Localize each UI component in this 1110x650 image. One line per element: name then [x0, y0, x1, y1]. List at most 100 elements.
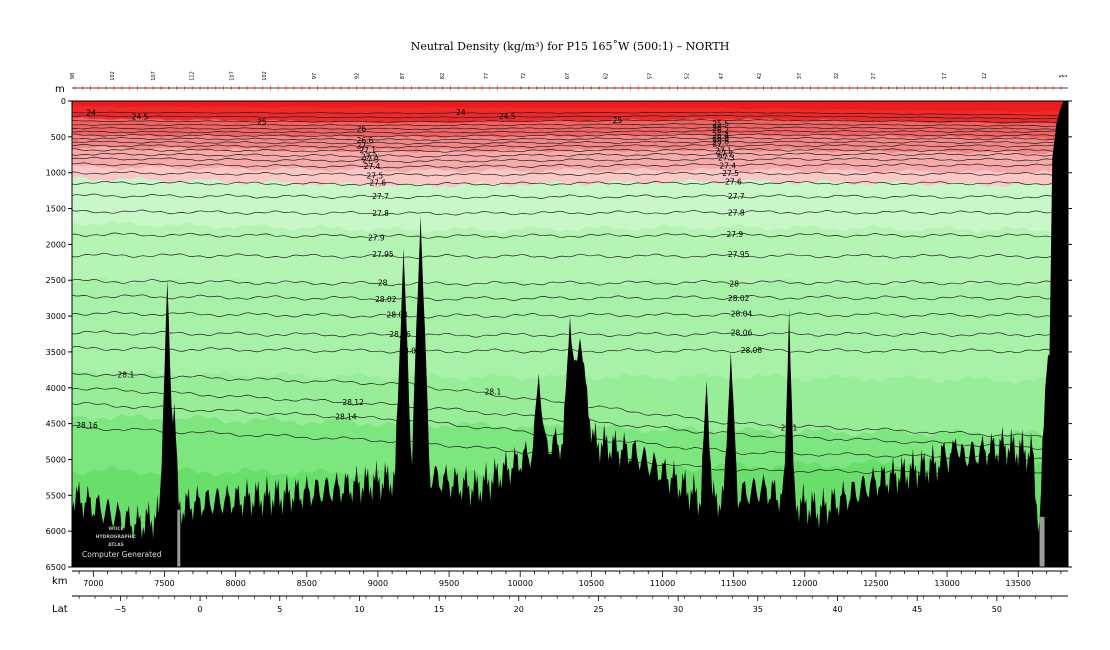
isopycnal-labels: 242424.524.5252525.5262626.226.426.626.6…	[76, 108, 797, 432]
x-tick-label: 11000	[650, 579, 675, 588]
contour-label: 27.9	[368, 233, 385, 242]
y-tick-label: 3500	[46, 348, 66, 357]
contour-label: 28	[378, 279, 388, 288]
seafloor-bathymetry	[72, 101, 1068, 567]
contour-line	[72, 252, 1068, 259]
station-label: 92	[355, 73, 361, 79]
x-tick-label: 12500	[863, 579, 888, 588]
station-label: 32	[834, 73, 840, 79]
x-tick-label: 7000	[83, 579, 103, 588]
contour-label: 25	[257, 117, 267, 126]
woce-watermark: WOCE HYDROGRAPHIC ATLAS Computer Generat…	[82, 526, 162, 559]
x-tick-label: 9500	[439, 579, 459, 588]
chart-title: Neutral Density (kg/m³) for P15 165˚W (5…	[410, 40, 730, 53]
contour-label: 27.5	[367, 171, 384, 180]
y-tick-label: 5500	[46, 491, 66, 500]
contour-label: 28.1	[485, 388, 502, 397]
y-tick-label: 500	[51, 133, 66, 142]
contour-label: 27.7	[372, 192, 389, 201]
contour-label: 27.95	[728, 250, 750, 259]
lat-tick-label: 15	[434, 605, 444, 614]
contour-label: 27.6	[369, 179, 386, 188]
station-label: 17	[942, 73, 948, 79]
lat-tick-label: 25	[593, 605, 603, 614]
contour-label: 24.5	[499, 112, 516, 121]
station-label: 107	[229, 71, 235, 81]
y-tick-label: 1500	[46, 205, 66, 214]
computer-generated-caption: Computer Generated	[82, 550, 162, 559]
station-label: 27	[871, 73, 877, 79]
lat-tick-label: 0	[198, 605, 203, 614]
contour-label: 27.1	[359, 146, 376, 155]
contour-line	[72, 193, 1068, 200]
contour-label: 28.14	[335, 413, 357, 422]
contour-label: 28.1	[118, 370, 135, 379]
y-tick-label: 2000	[46, 240, 66, 249]
lat-tick-label: 45	[912, 605, 922, 614]
contour-label: 28.06	[389, 330, 411, 339]
station-label: 72	[521, 73, 527, 79]
contour-label: 28.08	[399, 347, 421, 356]
station-label: 62	[604, 73, 610, 79]
contour-line	[72, 156, 1068, 163]
contour-label: 28.16	[76, 421, 98, 430]
x-tick-label: 13500	[1005, 579, 1030, 588]
contour-label: 24	[86, 108, 96, 117]
contour-label: 28.02	[728, 294, 750, 303]
station-label: 107	[151, 71, 157, 81]
contour-label: 27	[357, 142, 367, 151]
y-axis-label: m	[55, 84, 65, 95]
contour-label: 27.8	[728, 209, 745, 218]
lat-tick-label: 50	[992, 605, 1002, 614]
y-tick-label: 2500	[46, 276, 66, 285]
station-label: 12	[982, 73, 988, 79]
station-label: 97	[312, 73, 318, 79]
contour-label: 26.4	[712, 131, 729, 140]
contour-line	[72, 171, 1068, 177]
contour-label: 28.12	[342, 398, 364, 407]
contour-label: 24.5	[132, 112, 149, 121]
y-tick-label: 6500	[46, 563, 66, 572]
y-tick-label: 3000	[46, 312, 66, 321]
contour-line	[72, 123, 1068, 127]
contour-line	[72, 137, 1068, 141]
contour-label: 28.04	[731, 310, 753, 319]
contour-label: 27.2	[361, 153, 378, 162]
lat-tick-label: 10	[354, 605, 364, 614]
contour-label: 27.9	[727, 230, 744, 239]
contour-line	[72, 209, 1068, 216]
contour-label: 27.3	[718, 154, 735, 163]
station-label: 52	[685, 73, 691, 79]
contour-label: 26.6	[712, 134, 729, 143]
x-tick-label: 9000	[368, 579, 388, 588]
contour-label: 27.5	[722, 169, 739, 178]
station-label: 102	[110, 71, 116, 81]
x-tick-label: 10500	[579, 579, 604, 588]
station-label: 47	[719, 73, 725, 79]
contour-label: 26.6	[357, 136, 374, 145]
contour-label: 27.4	[719, 161, 736, 170]
y-tick-label: 4500	[46, 420, 66, 429]
y-tick-label: 1000	[46, 169, 66, 178]
contour-line	[72, 133, 1068, 138]
contour-label: 27.7	[728, 192, 745, 201]
contour-label: 27.1	[715, 146, 732, 155]
contour-line	[72, 311, 1068, 319]
station-label: 112	[190, 71, 196, 81]
x-tick-label: 10000	[507, 579, 532, 588]
watermark-line: ATLAS	[108, 542, 124, 548]
y-tick-label: 0	[61, 97, 66, 106]
contour-label: 28	[729, 279, 739, 288]
contour-line	[72, 152, 1068, 158]
x-tick-label: 8000	[225, 579, 245, 588]
x-tick-label: 11500	[721, 579, 746, 588]
contour-label: 25.5	[712, 120, 729, 129]
y-tick-label: 4000	[46, 384, 66, 393]
lat-tick-label: −5	[114, 605, 126, 614]
contour-line	[72, 126, 1068, 130]
contour-line	[72, 232, 1068, 239]
x-tick-label: 12000	[792, 579, 817, 588]
contour-label: 28.02	[375, 295, 397, 304]
contour-line	[72, 119, 1068, 124]
trench-gap	[1039, 516, 1045, 567]
